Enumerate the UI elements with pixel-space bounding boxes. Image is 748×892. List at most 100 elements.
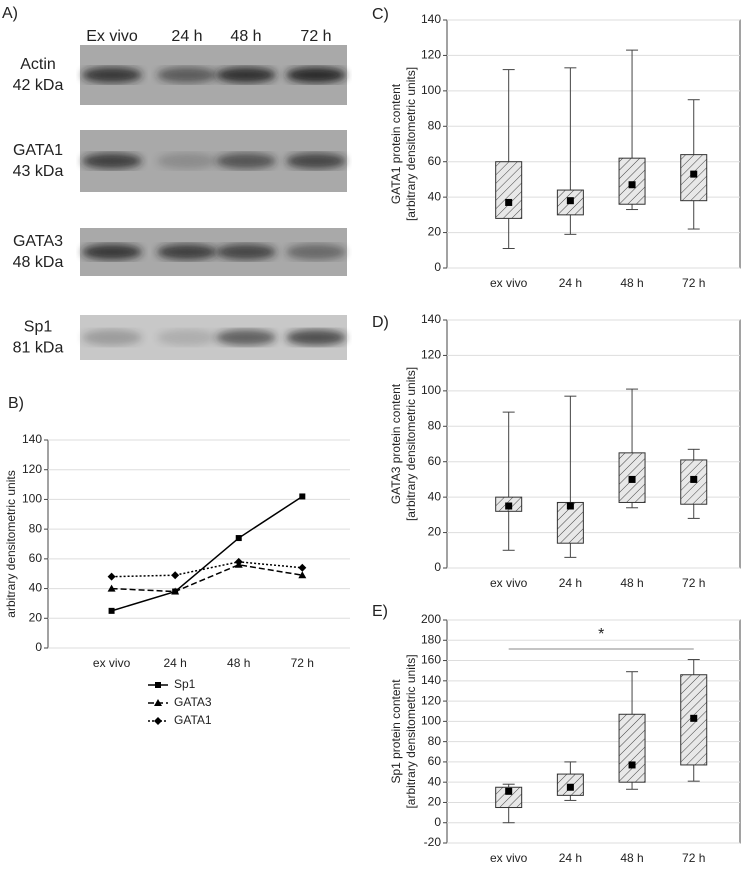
y-tick-label: 0	[434, 260, 441, 274]
y-tick-label: 80	[29, 521, 43, 535]
blot-band	[157, 67, 217, 83]
blot-band	[216, 153, 276, 169]
marker	[107, 584, 116, 592]
x-tick-label: ex vivo	[490, 851, 528, 865]
y-tick-label: 40	[428, 489, 442, 503]
median-marker	[505, 787, 513, 795]
median-marker	[690, 475, 698, 483]
y-tick-label: 200	[421, 612, 441, 626]
y-tick-label: 120	[421, 348, 441, 362]
x-tick-label: ex vivo	[490, 276, 528, 290]
blot-band	[157, 153, 217, 169]
blot-band	[157, 244, 217, 260]
protein-label: Actin	[20, 56, 56, 73]
marker	[298, 571, 307, 579]
marker	[171, 571, 180, 580]
x-tick-label: 72 h	[682, 576, 705, 590]
y-tick-label: 120	[22, 462, 42, 476]
y-tick-label: 60	[29, 551, 43, 565]
blot-band	[286, 67, 346, 83]
marker	[155, 682, 161, 688]
x-tick-label: 72 h	[682, 276, 705, 290]
y-tick-label: 140	[421, 312, 441, 326]
series-line	[111, 495, 303, 612]
protein-label: GATA3	[13, 233, 63, 250]
y-tick-label: 60	[428, 454, 442, 468]
y-axis-label: [arbitrary densitometric units]	[404, 654, 418, 808]
y-axis-label: [arbitrary densitometric units]	[404, 367, 418, 521]
box	[618, 713, 646, 783]
panel-label: E)	[372, 603, 388, 620]
y-tick-label: 160	[421, 653, 441, 667]
median-marker	[566, 197, 574, 205]
protein-size: 48 kDa	[13, 254, 64, 271]
y-tick-label: 80	[428, 734, 442, 748]
y-axis-label: Sp1 protein content	[389, 679, 403, 784]
panel-label: B)	[8, 395, 24, 412]
y-tick-label: 40	[428, 189, 442, 203]
blot-band	[286, 329, 346, 346]
protein-size: 81 kDa	[13, 340, 64, 357]
median-marker	[566, 502, 574, 510]
x-tick-label: ex vivo	[490, 576, 528, 590]
blot-band	[82, 67, 142, 83]
protein-label: Sp1	[24, 319, 53, 336]
series-line	[111, 561, 303, 578]
y-tick-label: 100	[421, 383, 441, 397]
y-tick-label: 180	[421, 632, 441, 646]
marker	[299, 493, 306, 500]
series-line	[111, 564, 303, 593]
marker	[171, 587, 180, 595]
y-tick-label: 80	[428, 418, 442, 432]
plot-frame	[446, 319, 741, 569]
box	[495, 161, 523, 219]
blot-band	[82, 244, 142, 260]
legend-label: GATA1	[174, 713, 212, 727]
median-marker	[628, 181, 636, 189]
median-marker	[505, 198, 513, 206]
y-tick-label: 140	[421, 673, 441, 687]
median-marker	[628, 761, 636, 769]
y-tick-label: 20	[29, 610, 43, 624]
x-tick-label: ex vivo	[93, 656, 131, 670]
median-marker	[628, 475, 636, 483]
y-tick-label: 100	[22, 492, 42, 506]
y-tick-label: 80	[428, 118, 442, 132]
box	[618, 157, 646, 205]
x-tick-label: 48 h	[227, 656, 250, 670]
blot-band	[82, 329, 142, 346]
blot-band	[82, 153, 142, 169]
lane-label: Ex vivo	[86, 28, 138, 45]
y-tick-label: 20	[428, 225, 442, 239]
panel-label: D)	[372, 314, 389, 331]
marker	[154, 717, 162, 725]
y-tick-label: 40	[428, 774, 442, 788]
y-tick-label: 20	[428, 525, 442, 539]
x-tick-label: 24 h	[559, 276, 582, 290]
blot-band	[286, 153, 346, 169]
blot-band	[216, 329, 276, 346]
x-tick-label: 24 h	[559, 851, 582, 865]
y-tick-label: -20	[424, 835, 442, 849]
box	[495, 786, 523, 809]
marker	[235, 535, 242, 542]
blot-band	[157, 329, 217, 346]
blot-band	[286, 244, 346, 260]
marker	[234, 557, 243, 566]
protein-size: 43 kDa	[13, 163, 64, 180]
blot-band	[216, 244, 276, 260]
y-tick-label: 120	[421, 693, 441, 707]
box	[680, 154, 708, 202]
y-axis-label: [arbitrary densitometric units]	[404, 67, 418, 221]
y-tick-label: 60	[428, 754, 442, 768]
y-tick-label: 100	[421, 83, 441, 97]
marker	[154, 699, 162, 706]
lane-label: 48 h	[230, 28, 261, 45]
x-tick-label: 72 h	[682, 851, 705, 865]
y-tick-label: 0	[434, 815, 441, 829]
lane-label: 72 h	[300, 28, 331, 45]
y-tick-label: 0	[434, 560, 441, 574]
legend-label: GATA3	[174, 695, 212, 709]
x-tick-label: 72 h	[291, 656, 314, 670]
